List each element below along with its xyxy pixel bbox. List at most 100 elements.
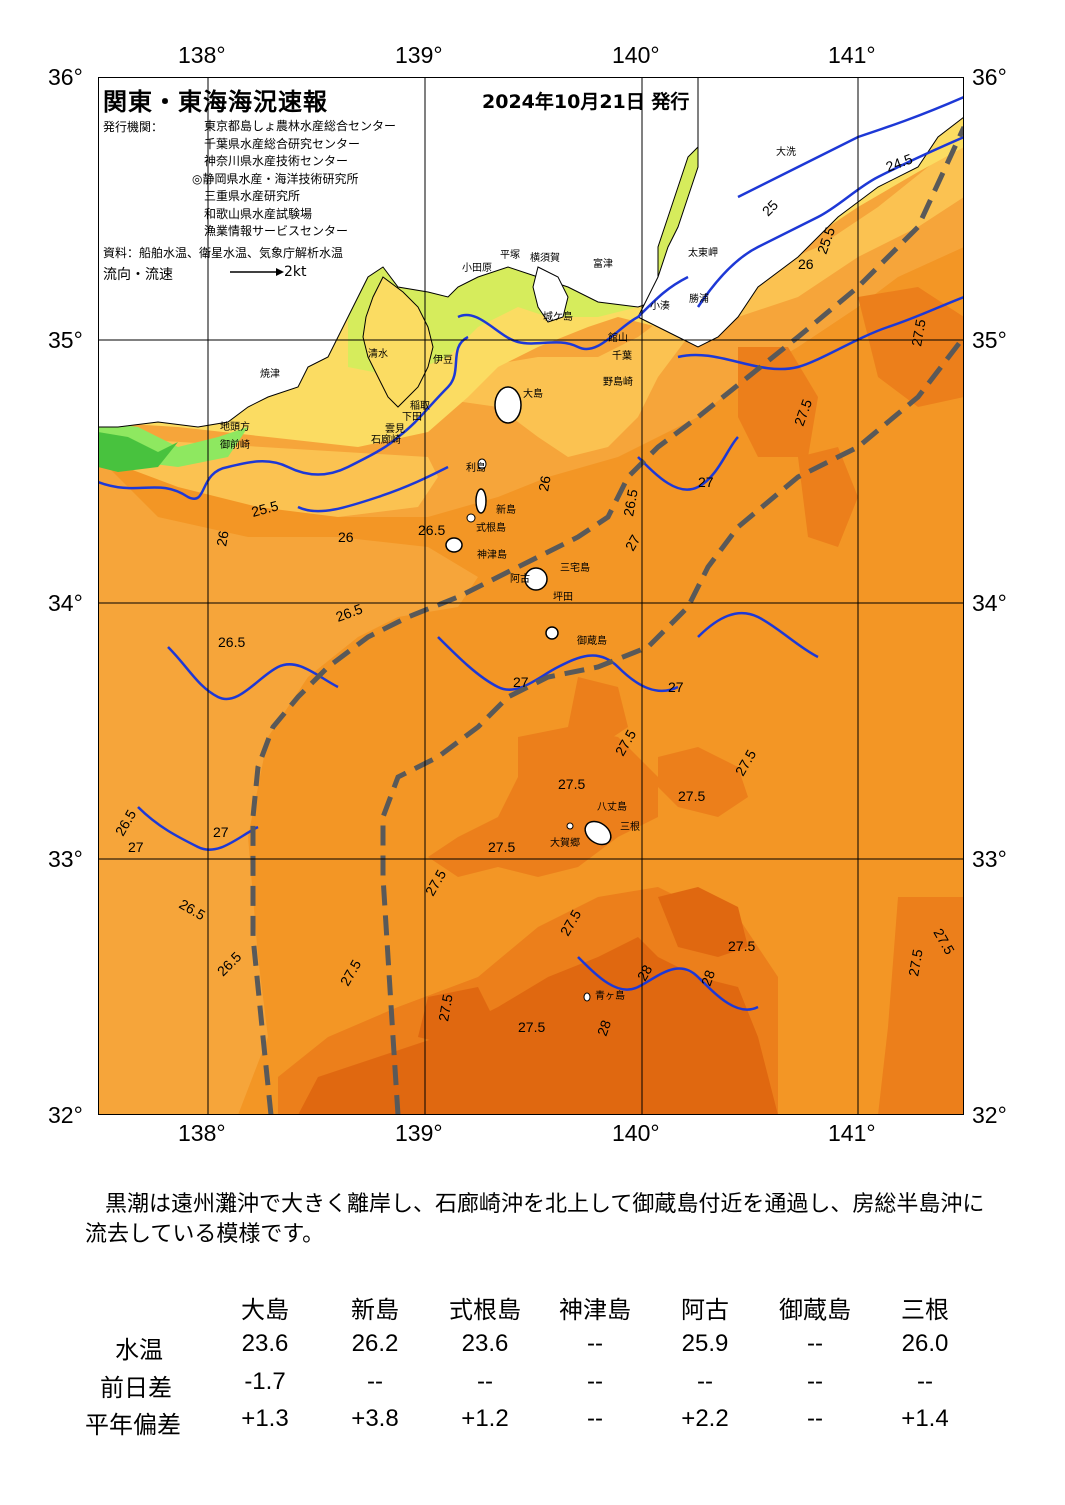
contour-label: 27 bbox=[668, 679, 684, 695]
sea-27-5-patch-5 bbox=[858, 287, 964, 407]
lon-label-138-bottom: 138° bbox=[178, 1120, 226, 1146]
contour-label: 27 bbox=[698, 474, 714, 490]
isotherm-f bbox=[637, 436, 739, 491]
place-jogashima: 城ケ島 bbox=[543, 312, 573, 323]
island-shikinejima bbox=[466, 513, 476, 523]
col-header: 神津島 bbox=[559, 1296, 631, 1324]
sea-27-5-patch-2 bbox=[658, 747, 748, 817]
issuer-item: 漁業情報サービスセンター bbox=[204, 224, 349, 238]
sea-temperature-map: 25.5 26 26 26.5 26.5 26.5 26 26.5 27 27 … bbox=[98, 77, 964, 1115]
table-cell: 26.0 bbox=[901, 1330, 949, 1357]
island-aogashima bbox=[583, 992, 591, 1002]
place-omaezaki: 御前崎 bbox=[220, 440, 250, 451]
place-shikinejima: 式根島 bbox=[476, 523, 506, 534]
table-cell: 25.9 bbox=[681, 1330, 729, 1357]
land-miura bbox=[532, 266, 569, 323]
place-kumomi: 雲見 bbox=[385, 424, 405, 435]
contour-label: 27.5 bbox=[518, 1019, 545, 1035]
flow-legend-label: 流向・流速 bbox=[103, 267, 173, 283]
island-miyakejima bbox=[524, 567, 548, 591]
contour-label: 28 bbox=[698, 968, 718, 988]
place-inatori: 稲取 bbox=[410, 401, 430, 412]
contour-label: 28 bbox=[634, 962, 656, 984]
lat-label-33-left: 33° bbox=[48, 846, 83, 872]
place-odawara: 小田原 bbox=[462, 263, 492, 274]
sea-28-patch-2 bbox=[418, 987, 498, 1047]
flow-legend-scale: 2kt bbox=[284, 264, 307, 280]
table-cell: +2.2 bbox=[681, 1405, 729, 1432]
place-tateyama: 館山 bbox=[608, 333, 628, 344]
sea-28-south bbox=[298, 937, 778, 1115]
contour-label: 27 bbox=[213, 824, 229, 840]
issuer-item: 神奈川県水産技術センター bbox=[204, 154, 349, 168]
isotherm-c bbox=[696, 135, 964, 308]
issuer-item: 三重県水産研究所 bbox=[204, 189, 301, 203]
isotherm-g bbox=[437, 636, 679, 693]
place-hiratsuka: 平塚 bbox=[500, 250, 520, 261]
lat-label-33-right: 33° bbox=[972, 846, 1007, 872]
lat-label-32-left: 32° bbox=[48, 1102, 83, 1128]
contour-label: 27.5 bbox=[435, 993, 456, 1023]
table-cell: 23.6 bbox=[461, 1330, 509, 1357]
sea-27-5-patch-7 bbox=[878, 897, 964, 1115]
table-cell: 26.2 bbox=[351, 1330, 399, 1357]
issue-date: 2024年10月21日 発行 bbox=[482, 91, 690, 113]
lon-label-140-bottom: 140° bbox=[612, 1120, 660, 1146]
col-header: 阿古 bbox=[681, 1296, 729, 1324]
table-cell: -- bbox=[917, 1368, 933, 1395]
table-cell: -- bbox=[477, 1368, 493, 1395]
place-futtsu: 富津 bbox=[593, 259, 613, 270]
table-cell: +1.4 bbox=[901, 1405, 949, 1432]
place-chiba: 千葉 bbox=[612, 351, 632, 362]
island-hachijo-kojima bbox=[566, 822, 574, 830]
place-shimoda: 下田 bbox=[402, 412, 422, 423]
lat-label-36-left: 36° bbox=[48, 64, 83, 90]
flow-scale-arrowhead bbox=[276, 268, 284, 276]
lat-label-32-right: 32° bbox=[972, 1102, 1007, 1128]
issuer-item: 東京都島しょ農林水産総合センター bbox=[204, 119, 397, 133]
kuroshio-comment: 黒潮は遠州灘沖で大きく離岸し、石廊崎沖を北上して御蔵島付近を通過し、房総半島沖に… bbox=[85, 1192, 985, 1247]
lon-label-139-bottom: 139° bbox=[395, 1120, 443, 1146]
contour-label: 26 bbox=[338, 529, 354, 545]
isotherm-l bbox=[297, 465, 449, 513]
place-mitsune: 三根 bbox=[620, 822, 640, 833]
sea-28-patch bbox=[658, 887, 748, 957]
map-title: 関東・東海海況速報 bbox=[103, 88, 328, 116]
sea-lt24-west bbox=[98, 432, 178, 472]
contour-label: 27 bbox=[513, 674, 529, 690]
island-toshima bbox=[477, 458, 487, 470]
sea-27-5-patch-4 bbox=[738, 347, 818, 457]
lon-label-141-top: 141° bbox=[828, 42, 876, 68]
col-header: 御蔵島 bbox=[779, 1296, 851, 1324]
contour-label: 26.5 bbox=[620, 488, 641, 518]
lon-label-138-top: 138° bbox=[178, 42, 226, 68]
table-cell: -- bbox=[807, 1330, 823, 1357]
col-header: 三根 bbox=[901, 1296, 949, 1324]
place-aogashima: 青ヶ島 bbox=[595, 991, 625, 1002]
table-cell: -- bbox=[807, 1368, 823, 1395]
place-mikurajima: 御蔵島 bbox=[577, 636, 607, 647]
place-shimizu: 清水 bbox=[368, 349, 388, 360]
place-yaizu: 焼津 bbox=[260, 369, 280, 380]
sea-27-5-patch-3 bbox=[568, 677, 628, 747]
contour-label: 27.5 bbox=[558, 776, 585, 792]
place-niijima: 新島 bbox=[496, 505, 516, 516]
place-okago: 大賀郷 bbox=[550, 838, 580, 849]
lon-label-140-top: 140° bbox=[612, 42, 660, 68]
isotherm-i bbox=[137, 806, 259, 851]
table-cell: +1.3 bbox=[241, 1405, 289, 1432]
place-toshima: 利島 bbox=[466, 463, 486, 474]
table-cell: -- bbox=[587, 1405, 603, 1432]
table-cell: -- bbox=[587, 1368, 603, 1395]
contour-label: 26.5 bbox=[218, 634, 245, 650]
place-taitomisaki: 太東岬 bbox=[688, 248, 718, 259]
table-cell: -- bbox=[697, 1368, 713, 1395]
place-kominato: 小湊 bbox=[650, 301, 670, 312]
issuer-item: 千葉県水産総合研究センター bbox=[204, 136, 361, 151]
isotherm-e bbox=[677, 295, 964, 371]
contour-label: 27 bbox=[622, 532, 644, 554]
table-cell: -- bbox=[367, 1368, 383, 1395]
place-oshima: 大島 bbox=[523, 389, 543, 400]
contour-label: 27.5 bbox=[678, 788, 705, 804]
lon-label-139-top: 139° bbox=[395, 42, 443, 68]
